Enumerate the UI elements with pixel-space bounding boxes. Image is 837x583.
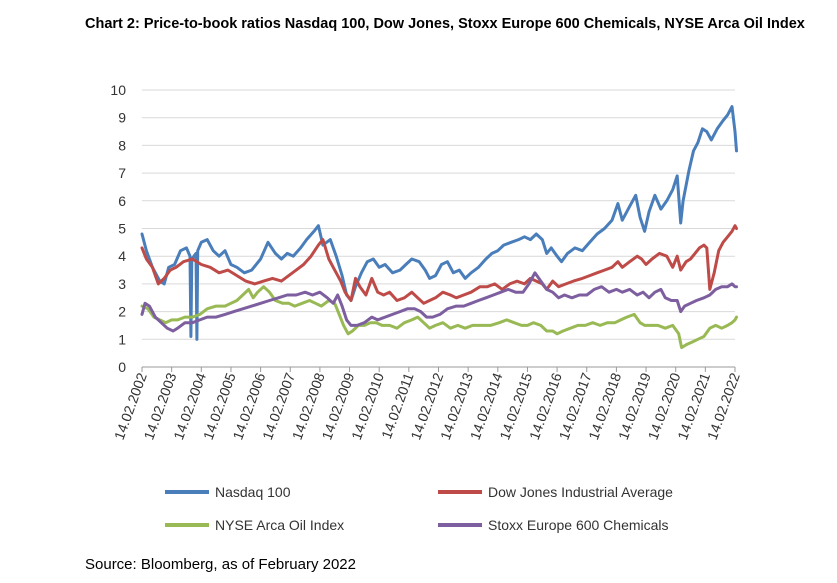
series-line-nasdaq-100 <box>140 105 738 341</box>
series-line-dow-jones-industrial-average <box>140 224 738 305</box>
series-line-nyse-arca-oil-index <box>140 285 738 350</box>
legend-label: NYSE Arca Oil Index <box>215 517 344 533</box>
y-tick-label: 7 <box>118 165 126 181</box>
y-tick-label: 0 <box>118 359 126 375</box>
y-tick-label: 6 <box>118 193 126 209</box>
y-axis-ticks: 0 1 2 3 4 5 6 7 8 9 10 <box>110 82 126 375</box>
y-tick-label: 10 <box>110 82 126 98</box>
legend-label: Nasdaq 100 <box>215 484 291 500</box>
x-axis-ticks: 14.02.200214.02.200314.02.200414.02.2005… <box>111 367 743 442</box>
y-tick-label: 5 <box>118 221 126 237</box>
y-tick-label: 3 <box>118 276 126 292</box>
y-tick-label: 8 <box>118 137 126 153</box>
legend-label: Stoxx Europe 600 Chemicals <box>488 517 669 533</box>
series-lines <box>140 105 738 350</box>
y-tick-label: 9 <box>118 110 126 126</box>
y-tick-label: 4 <box>118 248 126 264</box>
legend-label: Dow Jones Industrial Average <box>488 484 673 500</box>
series-line-stoxx-europe-600-chemicals <box>140 271 738 333</box>
source-note: Source: Bloomberg, as of February 2022 <box>85 556 356 573</box>
y-tick-label: 1 <box>118 331 126 347</box>
y-tick-label: 2 <box>118 304 126 320</box>
legend: Nasdaq 100 Dow Jones Industrial Average NY… <box>165 484 673 533</box>
chart-title: Chart 2: Price-to-book ratios Nasdaq 100… <box>85 16 805 32</box>
